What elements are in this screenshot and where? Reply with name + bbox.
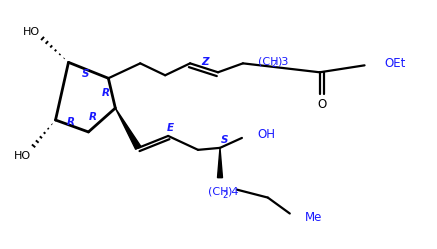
- Text: E: E: [166, 123, 174, 133]
- Text: 2: 2: [272, 60, 277, 69]
- Text: S: S: [221, 135, 229, 145]
- Text: OEt: OEt: [385, 57, 406, 70]
- Text: HO: HO: [14, 151, 31, 161]
- Polygon shape: [115, 108, 141, 149]
- Text: Z: Z: [201, 57, 209, 67]
- Polygon shape: [218, 148, 222, 178]
- Text: (CH: (CH: [258, 56, 278, 66]
- Text: )3: )3: [277, 56, 288, 66]
- Text: R: R: [101, 88, 109, 98]
- Text: OH: OH: [258, 128, 276, 141]
- Text: R: R: [66, 117, 74, 127]
- Text: Me: Me: [305, 211, 322, 224]
- Text: HO: HO: [23, 27, 40, 37]
- Text: (CH: (CH: [208, 187, 229, 197]
- Text: R: R: [88, 112, 97, 122]
- Text: 2: 2: [222, 191, 227, 200]
- Text: )4: )4: [227, 187, 239, 197]
- Text: O: O: [317, 98, 326, 111]
- Text: S: S: [82, 69, 89, 79]
